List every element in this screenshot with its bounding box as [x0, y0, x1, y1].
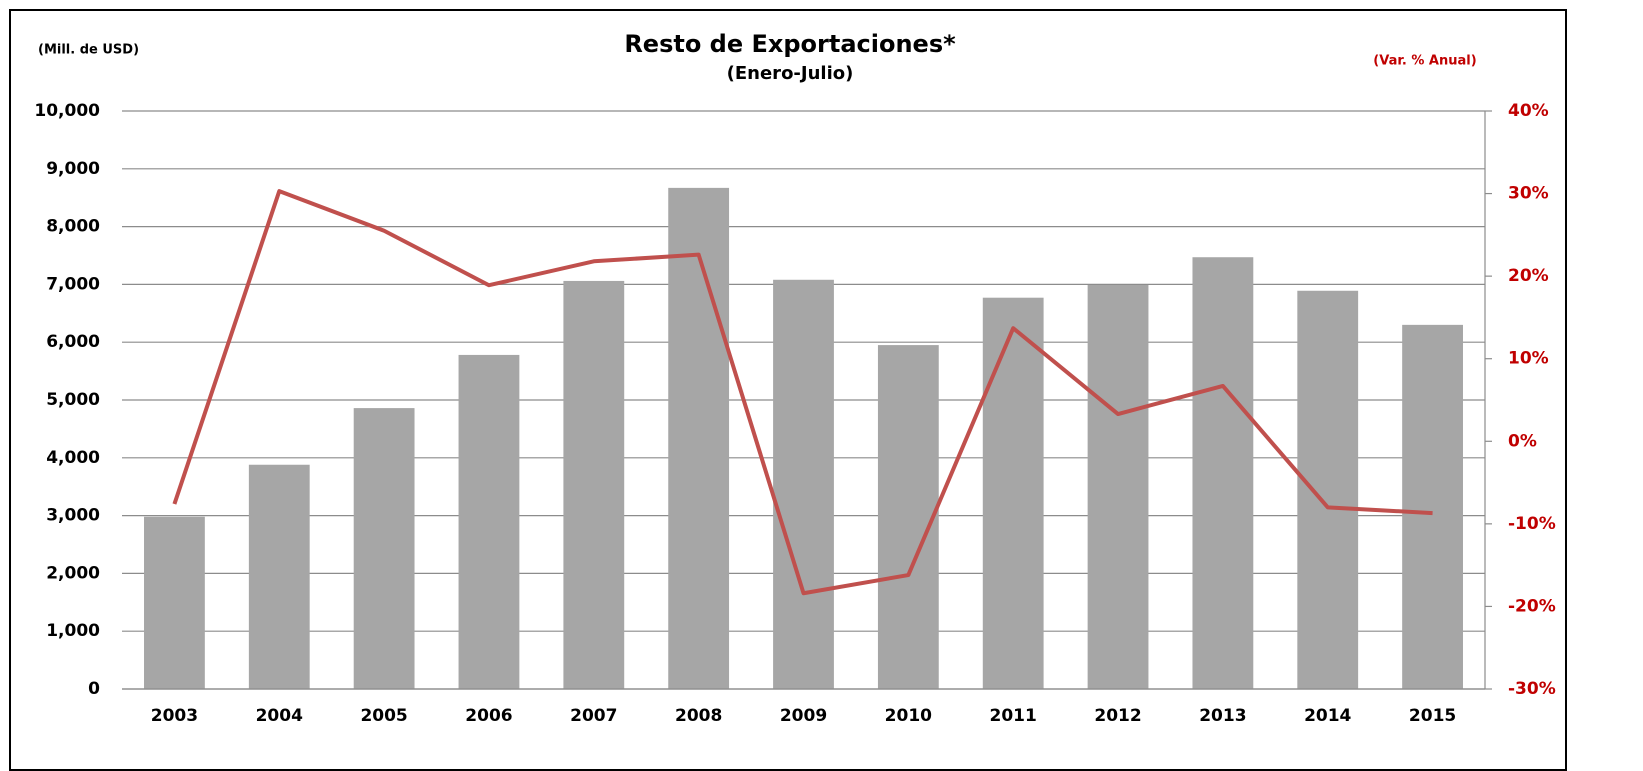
- y-tick-label: 6,000: [46, 332, 100, 352]
- x-tick-label: 2004: [256, 706, 303, 726]
- bar: [982, 297, 1044, 689]
- y-tick-label: 7,000: [46, 274, 100, 294]
- bar: [1087, 284, 1149, 689]
- x-tick-label: 2013: [1199, 706, 1246, 726]
- y2-tick-label: 10%: [1508, 349, 1549, 369]
- chart-title: Resto de Exportaciones*: [624, 30, 956, 58]
- y-tick-label: 9,000: [46, 159, 100, 179]
- y-tick-label: 4,000: [46, 448, 100, 468]
- x-tick-label: 2006: [465, 706, 512, 726]
- y2-tick-label: 30%: [1508, 184, 1549, 204]
- y2-tick-label: 20%: [1508, 266, 1549, 286]
- y-tick-label: 10,000: [34, 101, 100, 121]
- bar: [773, 279, 834, 689]
- x-tick-label: 2008: [675, 706, 722, 726]
- x-tick-label: 2009: [780, 706, 827, 726]
- x-tick-label: 2011: [990, 706, 1037, 726]
- bar: [1192, 257, 1254, 689]
- bar: [877, 345, 939, 689]
- y-axis-label: (Mill. de USD): [38, 43, 139, 58]
- y2-tick-label: -20%: [1508, 596, 1556, 616]
- y-tick-label: 1,000: [46, 621, 100, 641]
- x-tick-label: 2003: [151, 706, 198, 726]
- bar: [458, 354, 520, 689]
- y-tick-label: 8,000: [46, 217, 100, 237]
- x-tick-label: 2007: [570, 706, 617, 726]
- bar: [1297, 290, 1359, 689]
- y-tick-label: 2,000: [46, 563, 100, 583]
- bar: [248, 464, 310, 689]
- x-tick-label: 2010: [885, 706, 932, 726]
- x-tick-label: 2005: [360, 706, 407, 726]
- bar: [563, 280, 625, 689]
- bar: [668, 187, 730, 689]
- y2-tick-label: -10%: [1508, 514, 1556, 534]
- bar: [353, 408, 415, 689]
- chart-subtitle: (Enero-Julio): [727, 63, 854, 84]
- y-tick-label: 5,000: [46, 390, 100, 410]
- y-tick-label: 3,000: [46, 506, 100, 526]
- y2-tick-label: -30%: [1508, 679, 1556, 699]
- x-tick-label: 2014: [1304, 706, 1351, 726]
- x-tick-label: 2015: [1409, 706, 1456, 726]
- y2-tick-label: 40%: [1508, 101, 1549, 121]
- y2-axis-label: (Var. % Anual): [1373, 54, 1476, 69]
- bar: [1402, 324, 1463, 689]
- line-series: [172, 189, 1433, 596]
- bar: [144, 516, 205, 689]
- x-tick-label: 2012: [1094, 706, 1141, 726]
- y2-tick-label: 0%: [1508, 431, 1537, 451]
- y-tick-label: 0: [88, 679, 100, 699]
